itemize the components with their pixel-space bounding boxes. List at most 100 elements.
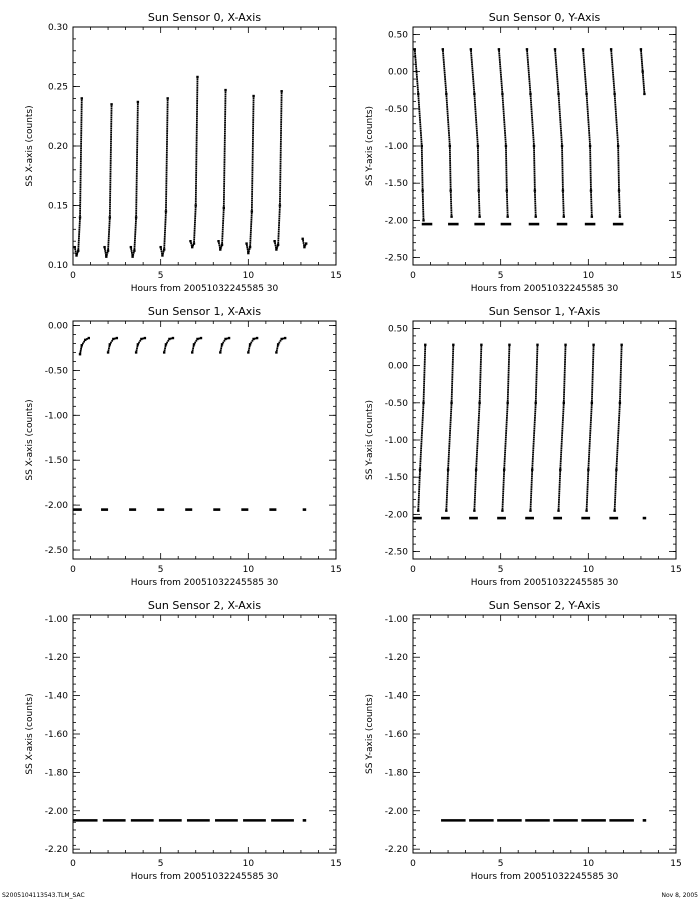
data-point-fill	[450, 196, 452, 199]
data-point-fill	[221, 241, 224, 244]
data-point	[501, 92, 504, 96]
data-point-fill	[442, 61, 445, 63]
data-point-fill	[449, 159, 452, 162]
data-point-fill	[279, 195, 281, 198]
data-point-fill	[499, 71, 502, 74]
data-point-fill	[558, 486, 561, 488]
data-point-fill	[506, 404, 509, 406]
data-point-fill	[80, 127, 83, 130]
data-point-fill	[505, 419, 508, 421]
data-point-fill	[505, 162, 508, 164]
data-point-fill	[195, 141, 198, 144]
data-point-fill	[447, 458, 450, 460]
data-point-fill	[419, 125, 422, 128]
data-point-fill	[303, 244, 305, 246]
data-point-fill	[223, 145, 226, 148]
data-point-fill	[110, 120, 113, 123]
data-point-fill	[475, 466, 478, 469]
data-point-fill	[478, 404, 481, 406]
data-point-fill	[476, 136, 479, 139]
data-point-fill	[533, 149, 535, 152]
data-point-fill	[475, 125, 478, 128]
data-point-fill	[479, 376, 482, 378]
data-point-fill	[591, 376, 594, 378]
data-point-fill	[554, 50, 557, 53]
data-point-fill	[448, 147, 451, 150]
data-point	[536, 343, 539, 346]
data-point-fill	[561, 164, 564, 167]
data-point-fill	[421, 427, 424, 430]
data-point-fill	[222, 213, 225, 216]
x-tick-label: 15	[330, 859, 341, 869]
data-point-fill	[421, 176, 424, 179]
data-point-fill	[449, 183, 452, 186]
data-point-fill	[642, 78, 645, 81]
data-point-fill	[135, 190, 138, 193]
data-point-fill	[590, 194, 593, 196]
data-point-fill	[564, 354, 567, 357]
data-point-fill	[135, 181, 138, 184]
data-point-fill	[250, 218, 253, 221]
data-point-fill	[561, 168, 564, 171]
data-point-fill	[220, 245, 223, 248]
data-point-fill	[251, 201, 253, 204]
x-axis-label: Hours from 20051032245585 30	[471, 872, 619, 882]
data-point-fill	[615, 123, 618, 126]
data-point-fill	[560, 142, 563, 145]
data-point-fill	[138, 341, 140, 344]
data-point-fill	[223, 185, 226, 187]
data-point-fill	[450, 204, 453, 207]
data-point	[115, 336, 119, 340]
data-point-fill	[587, 121, 590, 124]
x-tick-label: 15	[330, 271, 341, 281]
data-point-fill	[450, 200, 452, 203]
data-point-fill	[274, 244, 277, 247]
data-point-fill	[591, 386, 594, 389]
data-point-fill	[531, 121, 534, 124]
data-point	[273, 240, 276, 243]
y-tick-label: -1.00	[385, 142, 409, 152]
data-point-fill	[135, 218, 137, 221]
data-point-fill	[447, 116, 449, 119]
data-point-fill	[249, 239, 252, 242]
data-point-fill	[586, 103, 589, 106]
data-point-fill	[218, 246, 221, 249]
data-point-fill	[532, 447, 535, 450]
data-point-fill	[108, 220, 111, 223]
data-point-fill	[564, 361, 566, 363]
series-5	[219, 336, 231, 354]
data-point-fill	[450, 395, 453, 398]
data-point-fill	[417, 90, 419, 93]
data-point-fill	[252, 123, 255, 126]
data-point-fill	[474, 114, 477, 117]
data-point-fill	[504, 453, 506, 456]
data-point-fill	[163, 246, 166, 249]
data-point-fill	[279, 145, 282, 148]
data-point-fill	[535, 386, 538, 389]
data-point	[418, 468, 422, 471]
data-point-fill	[534, 410, 537, 413]
data-point-fill	[588, 129, 590, 132]
data-point-fill	[107, 349, 110, 352]
data-point-fill	[222, 202, 225, 205]
data-point-fill	[591, 378, 594, 381]
data-point-fill	[165, 162, 168, 165]
data-point-fill	[109, 149, 112, 151]
data-point-fill	[449, 427, 452, 430]
data-point-fill	[195, 167, 198, 170]
data-point-fill	[474, 496, 476, 499]
data-point-fill	[475, 129, 478, 132]
data-point-fill	[79, 168, 82, 171]
data-point-fill	[557, 501, 560, 503]
data-point-fill	[80, 116, 83, 119]
data-point-fill	[79, 210, 82, 212]
data-point-fill	[165, 160, 168, 163]
data-point-fill	[165, 173, 168, 176]
data-point-fill	[278, 206, 281, 209]
data-point-fill	[480, 346, 483, 348]
data-point	[553, 48, 557, 51]
data-point-fill	[442, 52, 445, 55]
data-point-fill	[224, 93, 227, 96]
data-point	[112, 337, 115, 341]
